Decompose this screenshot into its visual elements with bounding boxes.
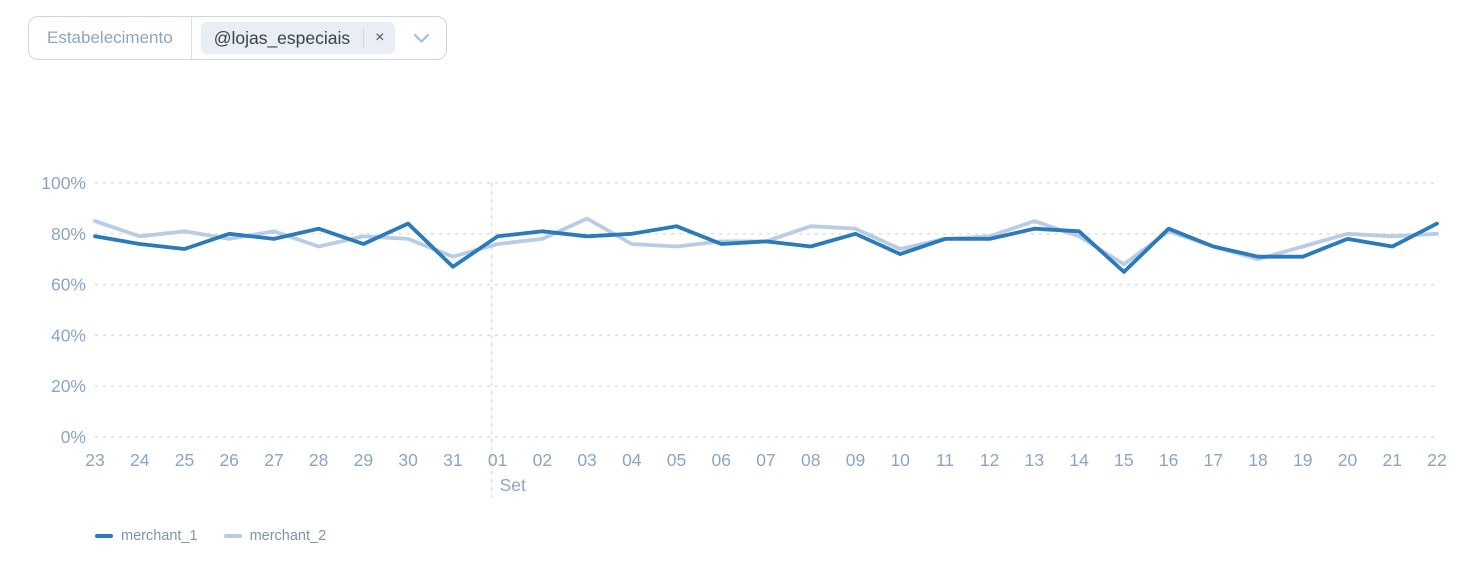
series-line-merchant_1[interactable]: [93, 221, 1439, 274]
x-axis-label-24: 24: [130, 450, 150, 470]
x-axis-label-03: 03: [577, 450, 596, 470]
x-axis-label-28: 28: [309, 450, 328, 470]
x-axis-label-04: 04: [622, 450, 642, 470]
month-label: Set: [500, 475, 526, 495]
merchant-filter[interactable]: Estabelecimento @lojas_especiais ×: [28, 16, 448, 60]
chevron-down-icon[interactable]: [405, 33, 446, 44]
x-axis-label-08: 08: [801, 450, 820, 470]
legend-label-merchant-2: merchant_2: [249, 528, 327, 544]
x-axis-label-27: 27: [264, 450, 283, 470]
legend-item-merchant-2[interactable]: merchant_2: [223, 528, 327, 544]
x-axis-label-13: 13: [1025, 450, 1044, 470]
legend-item-merchant-1[interactable]: merchant_1: [95, 528, 198, 544]
x-axis-label-17: 17: [1204, 450, 1223, 470]
filter-label: Estabelecimento: [47, 28, 173, 47]
x-axis-label-16: 16: [1159, 450, 1178, 470]
x-axis-label-02: 02: [533, 450, 552, 470]
x-axis-label-20: 20: [1338, 450, 1358, 470]
x-axis-label-18: 18: [1248, 450, 1267, 470]
tag-divider: [363, 28, 365, 48]
x-axis-label-22: 22: [1427, 450, 1446, 470]
x-axis-label-10: 10: [890, 450, 910, 470]
chart-legend: merchant_1 merchant_2: [95, 528, 326, 544]
legend-swatch-merchant-2: [223, 534, 242, 538]
x-axis-label-15: 15: [1114, 450, 1133, 470]
filter-divider: [190, 17, 192, 59]
x-axis-label-11: 11: [936, 450, 954, 470]
x-axis-label-12: 12: [980, 450, 999, 470]
x-axis-label-09: 09: [846, 450, 865, 470]
selected-merchant-tag: @lojas_especiais ×: [200, 22, 396, 54]
y-axis-label-20: 20%: [51, 376, 86, 396]
y-axis-label-100: 100%: [41, 173, 86, 193]
x-axis-label-31: 31: [443, 450, 462, 470]
x-axis-label-19: 19: [1293, 450, 1312, 470]
tag-label: @lojas_especiais: [213, 27, 351, 48]
line-chart-canvas: 0% 20% 40% 60% 80% 100% Set 23 24 25 26 27 28 29 30 31 0…: [41, 173, 1447, 497]
x-axis-label-05: 05: [667, 450, 686, 470]
x-axis-label-14: 14: [1069, 450, 1089, 470]
x-axis-label-23: 23: [85, 450, 104, 470]
tag-remove-button[interactable]: ×: [364, 22, 395, 54]
x-axis-label-07: 07: [756, 450, 775, 470]
x-axis-label-01: 01: [488, 450, 507, 470]
y-axis-label-60: 60%: [51, 275, 86, 295]
x-axis-label-29: 29: [354, 450, 373, 470]
y-axis-label-80: 80%: [51, 224, 86, 244]
legend-swatch-merchant-1: [95, 534, 113, 538]
y-axis-label-40: 40%: [51, 325, 86, 345]
x-axis-label-21: 21: [1383, 450, 1402, 470]
y-axis-label-0: 0%: [61, 427, 86, 447]
x-axis-label-26: 26: [219, 450, 238, 470]
x-axis-label-06: 06: [712, 450, 731, 470]
x-axis-label-30: 30: [398, 450, 418, 470]
x-axis-label-25: 25: [175, 450, 194, 470]
legend-label-merchant-1: merchant_1: [121, 528, 198, 544]
